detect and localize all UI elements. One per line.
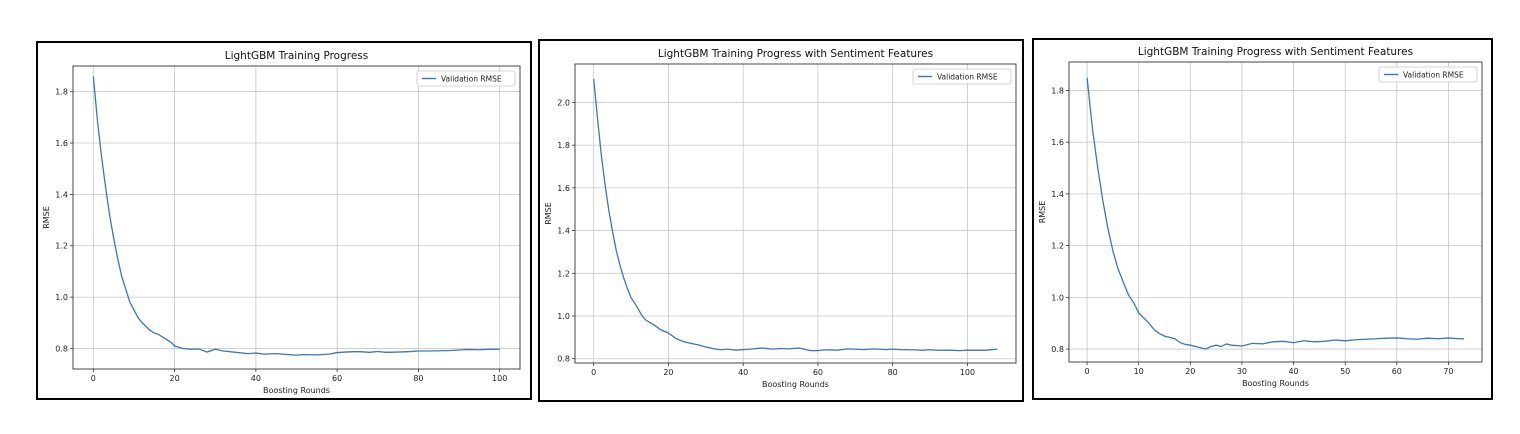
x-tick-label: 80 — [413, 374, 423, 383]
chart-panel-1: LightGBM Training Progress 0 20 40 60 80 100 0.… — [36, 41, 532, 400]
y-tick-label: 1.0 — [557, 312, 570, 321]
legend-label: Validation RMSE — [937, 73, 998, 82]
chart-title: LightGBM Training Progress — [225, 50, 369, 62]
x-tick-label: 100 — [960, 368, 975, 377]
y-tick-label: 1.6 — [1051, 138, 1064, 147]
legend-box — [416, 70, 516, 87]
x-tick-label: 30 — [1237, 367, 1247, 376]
x-tick-label: 40 — [251, 374, 261, 383]
y-axis-label: RMSE — [1038, 201, 1047, 224]
x-tick-label: 0 — [1085, 367, 1090, 376]
y-tick-label: 1.2 — [557, 269, 570, 278]
y-tick-label: 0.8 — [557, 355, 570, 364]
y-tick-label: 1.4 — [1051, 190, 1064, 199]
x-tick-label: 20 — [663, 368, 673, 377]
x-tick-label: 80 — [888, 368, 898, 377]
series-line-validation-rmse — [593, 78, 998, 352]
y-axis-label: RMSE — [42, 206, 51, 229]
line-chart: LightGBM Training Progress 0 20 40 60 80 100 0.… — [42, 50, 521, 395]
legend-label: Validation RMSE — [1403, 71, 1464, 80]
y-tick-label: 1.8 — [55, 88, 68, 97]
legend-box — [912, 68, 1012, 85]
y-tick-label: 0.8 — [1051, 345, 1064, 354]
x-tick-label: 50 — [1340, 367, 1350, 376]
x-tick-label: 60 — [813, 368, 823, 377]
y-tick-label: 1.6 — [557, 184, 570, 193]
y-tick-label: 1.8 — [557, 141, 570, 150]
x-tick-label: 0 — [591, 368, 596, 377]
y-tick-label: 1.0 — [55, 293, 68, 302]
x-tick-label: 60 — [1392, 367, 1402, 376]
series-line-validation-rmse — [1086, 77, 1464, 350]
x-tick-label: 10 — [1134, 367, 1144, 376]
series-line-validation-rmse — [92, 76, 500, 356]
x-tick-label: 40 — [738, 368, 748, 377]
y-tick-label: 1.4 — [557, 227, 570, 236]
x-tick-label: 40 — [1288, 367, 1298, 376]
x-axis-label: Boosting Rounds — [762, 380, 829, 389]
x-tick-label: 100 — [492, 374, 507, 383]
line-chart: LightGBM Training Progress with Sentimen… — [1038, 46, 1483, 388]
legend-box — [1378, 66, 1478, 83]
x-tick-label: 70 — [1443, 367, 1453, 376]
x-tick-label: 60 — [332, 374, 342, 383]
plot-area-frame — [72, 65, 521, 370]
y-tick-label: 1.6 — [55, 139, 68, 148]
chart-panel-2: LightGBM Training Progress with Sentimen… — [538, 39, 1024, 402]
x-axis-label: Boosting Rounds — [263, 386, 330, 395]
y-tick-label: 1.2 — [55, 242, 68, 251]
y-tick-label: 2.0 — [557, 98, 570, 107]
y-tick-label: 0.8 — [55, 344, 68, 353]
plot-area-frame — [1068, 61, 1483, 363]
chart-title: LightGBM Training Progress with Sentimen… — [658, 48, 933, 60]
line-chart: LightGBM Training Progress with Sentimen… — [544, 48, 1017, 389]
y-tick-label: 1.4 — [55, 190, 68, 199]
y-tick-label: 1.2 — [1051, 242, 1064, 251]
x-axis-label: Boosting Rounds — [1242, 379, 1309, 388]
y-axis-label: RMSE — [544, 202, 553, 225]
legend-label: Validation RMSE — [441, 75, 502, 84]
y-tick-label: 1.0 — [1051, 293, 1064, 302]
x-tick-label: 20 — [169, 374, 179, 383]
chart-title: LightGBM Training Progress with Sentimen… — [1138, 46, 1413, 58]
chart-panel-3: LightGBM Training Progress with Sentimen… — [1032, 38, 1493, 400]
y-tick-label: 1.8 — [1051, 86, 1064, 95]
x-tick-label: 20 — [1185, 367, 1195, 376]
x-tick-label: 0 — [91, 374, 96, 383]
plot-area-frame — [574, 63, 1017, 364]
